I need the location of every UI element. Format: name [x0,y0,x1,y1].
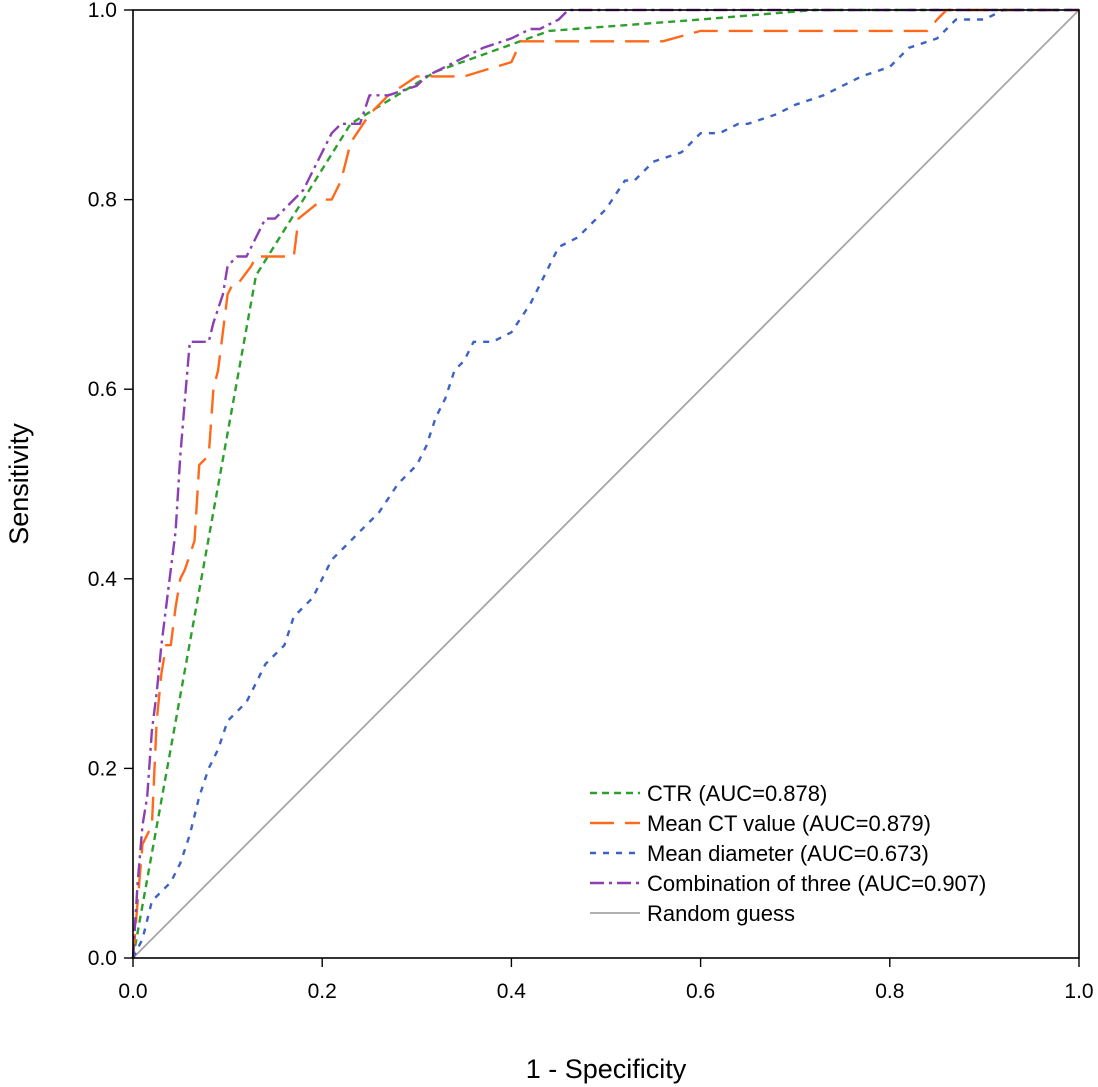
legend: CTR (AUC=0.878) Mean CT value (AUC=0.879)… [590,781,986,926]
y-tick-label: 0.2 [88,757,117,780]
y-tick-label: 0.0 [88,947,117,970]
x-tick-label: 0.4 [497,980,527,1003]
x-tick-label: 0.6 [686,980,715,1003]
axes: 0.0 0.2 0.4 0.6 0.8 1.0 0.0 0.2 0.4 0.6 0.8 1.0 [88,0,1094,1003]
x-tick-label: 0.8 [875,980,904,1003]
x-axis-title: 1 - Specificity [526,1054,687,1084]
series-line-combination-of-three [131,8,1079,959]
y-axis-title: Sensitivity [4,423,34,545]
legend-label-mean-diameter: Mean diameter (AUC=0.673) [647,841,929,866]
y-tick-label: 0.8 [88,189,117,212]
series-line-mean-ct-value [131,8,1079,959]
series-line-random-guess [132,9,1080,959]
x-tick-label: 0.0 [118,980,147,1003]
y-tick-label: 0.4 [88,568,118,591]
y-tick-label: 0.6 [88,378,117,401]
legend-label-random-guess: Random guess [647,901,795,926]
legend-label-combination-of-three: Combination of three (AUC=0.907) [647,871,986,896]
legend-label-ctr: CTR (AUC=0.878) [647,781,827,806]
series-line-mean-diameter [131,8,1079,959]
plot-area [131,8,1080,959]
x-tick-label: 1.0 [1064,980,1093,1003]
series-line-ctr [131,8,1079,959]
y-tick-label: 1.0 [88,0,117,22]
plot-frame [132,9,1080,959]
x-tick-label: 0.2 [308,980,337,1003]
legend-label-mean-ct-value: Mean CT value (AUC=0.879) [647,811,931,836]
